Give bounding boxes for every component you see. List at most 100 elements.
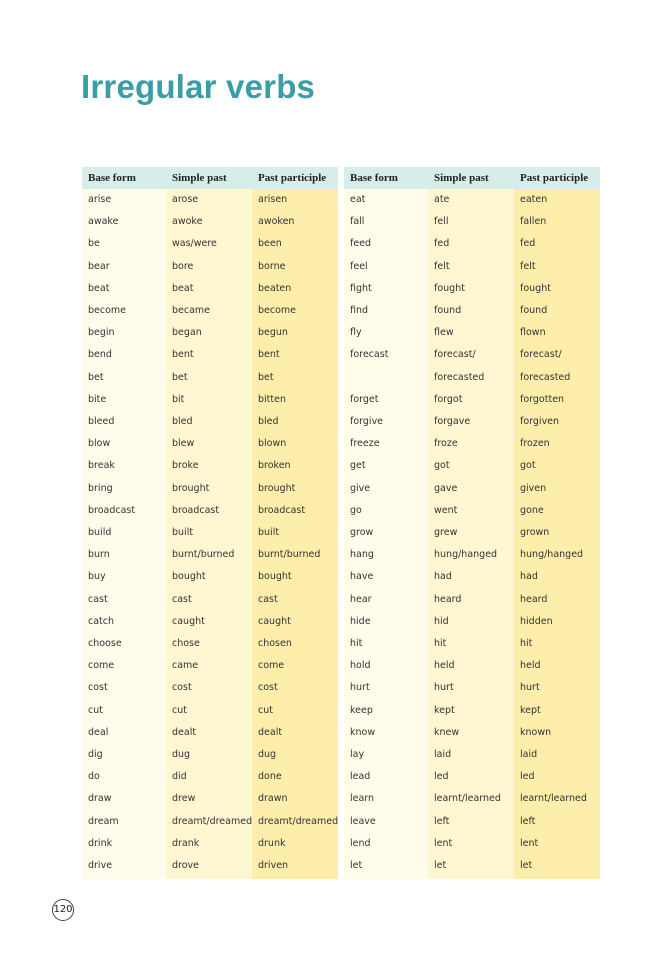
table-cell: went — [434, 504, 458, 516]
table-cell: laid — [434, 749, 452, 760]
table-cell: awoke — [172, 216, 203, 228]
table-cell: go — [350, 504, 362, 516]
table-cell: forecast/ — [520, 349, 562, 361]
table-cell: dreamt/dreamed — [258, 815, 339, 827]
table-cell: chose — [172, 638, 200, 649]
table-cell: drive — [88, 860, 113, 871]
table-cell: cost — [88, 682, 108, 694]
table-cell: beaten — [258, 282, 292, 294]
table-cell: flew — [434, 327, 454, 339]
table-cell: drove — [172, 860, 200, 871]
column-header: Simple past — [434, 172, 489, 184]
table-cell: keep — [350, 704, 373, 716]
table-cell: forecasted — [520, 371, 571, 383]
column-background — [514, 167, 600, 880]
table-cell: bled — [172, 416, 193, 427]
table-cell: dream — [88, 815, 119, 827]
table-cell: hid — [434, 615, 449, 627]
table-cell: grew — [434, 527, 458, 538]
table-cell: blown — [258, 438, 287, 450]
table-cell: got — [520, 460, 536, 472]
table-cell: hide — [350, 615, 371, 627]
table-cell: hidden — [520, 615, 553, 627]
table-cell: fight — [350, 282, 372, 294]
table-cell: knew — [434, 726, 460, 738]
table-cell: forgive — [350, 416, 384, 427]
table-cell: beat — [172, 282, 194, 294]
table-cell: kept — [434, 704, 455, 716]
table-cell: bled — [258, 416, 279, 427]
table-cell: break — [88, 460, 115, 472]
table-cell: cut — [172, 704, 187, 716]
table-cell: hit — [350, 638, 363, 649]
table-cell: led — [520, 771, 535, 783]
table-cell: drink — [88, 837, 113, 849]
table-cell: heard — [520, 593, 548, 605]
table-cell: chosen — [258, 638, 292, 649]
table-cell: hung/hanged — [520, 549, 584, 561]
table-cell: arisen — [258, 194, 288, 205]
column-background — [252, 167, 338, 880]
table-cell: gave — [434, 482, 458, 494]
table-cell: become — [88, 305, 127, 316]
table-cell: have — [350, 571, 374, 583]
column-header: Simple past — [172, 172, 227, 184]
table-cell: come — [88, 660, 115, 672]
table-cell: burnt/burned — [172, 549, 235, 561]
table-cell: hurt — [434, 682, 454, 694]
table-cell: been — [258, 238, 282, 250]
header-band — [344, 167, 600, 189]
table-cell: bitten — [258, 393, 286, 405]
table-cell: learnt/learned — [520, 793, 587, 805]
table-cell: know — [350, 726, 376, 738]
table-cell: built — [172, 527, 194, 538]
table-cell: came — [172, 660, 199, 672]
table-cell: was/were — [172, 238, 217, 250]
table-cell: broadcast — [172, 504, 220, 516]
table-cell: found — [520, 305, 548, 316]
table-cell: bought — [172, 571, 206, 583]
table-cell: grow — [350, 527, 374, 538]
table-cell: broken — [258, 460, 291, 472]
table-cell: forgiven — [520, 416, 560, 427]
table-cell: bring — [88, 482, 113, 494]
table-cell: fly — [350, 327, 362, 339]
table-cell: come — [258, 660, 285, 672]
table-cell: flown — [520, 327, 546, 339]
column-background — [344, 167, 428, 880]
table-cell: began — [172, 327, 202, 339]
column-header: Past participle — [520, 172, 589, 184]
table-cell: forecast — [350, 349, 389, 361]
table-cell: caught — [172, 615, 205, 627]
table-cell: feel — [350, 260, 368, 272]
table-cell: had — [520, 571, 538, 583]
table-cell: lead — [350, 771, 371, 783]
table-cell: become — [258, 305, 297, 316]
table-cell: brought — [258, 482, 296, 494]
table-cell: forgave — [434, 416, 471, 427]
table-cell: heard — [434, 593, 462, 605]
page-number: 120 — [52, 899, 74, 921]
table-cell: bore — [172, 260, 194, 272]
table-cell: drunk — [258, 837, 286, 849]
table-cell: did — [172, 771, 187, 783]
table-cell: frozen — [520, 438, 550, 450]
table-cell: lent — [520, 837, 539, 849]
table-cell: eaten — [520, 194, 548, 205]
table-cell: bent — [258, 349, 280, 361]
table-cell: learn — [350, 793, 375, 805]
table-cell: dug — [172, 749, 191, 760]
table-cell: feed — [350, 238, 372, 250]
table-cell: cut — [88, 704, 103, 716]
table-cell: hold — [350, 660, 371, 672]
table-cell: bleed — [88, 416, 115, 427]
table-cell: hang — [350, 549, 374, 561]
table-cell: fell — [434, 216, 449, 228]
table-cell: leave — [350, 815, 376, 827]
table-cell: bear — [88, 260, 110, 272]
table-cell: bend — [88, 349, 112, 361]
table-cell: burnt/burned — [258, 549, 321, 561]
table-cell: caught — [258, 615, 291, 627]
table-cell: broadcast — [88, 504, 136, 516]
table-cell: felt — [434, 260, 450, 272]
